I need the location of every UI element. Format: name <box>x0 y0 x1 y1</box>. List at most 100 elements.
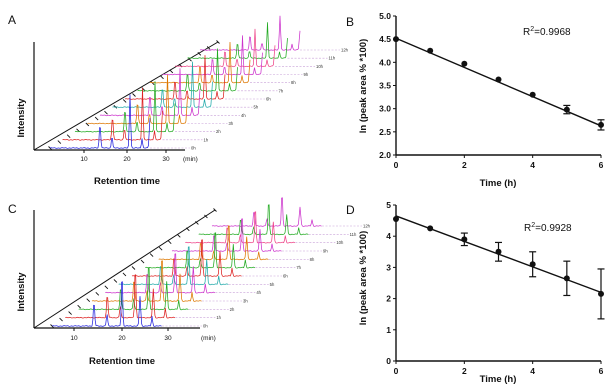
depth-tick <box>95 291 100 296</box>
panel-c-xlabel: Retention time <box>89 356 155 367</box>
chromatogram-trace <box>158 225 269 261</box>
panel-d: D ln (peak area % *100) 0 1 2 3 4 5 0 2 4 6 R2=0… <box>346 200 605 385</box>
depth-tick <box>85 122 90 127</box>
chromatogram-trace <box>99 68 201 117</box>
depth-tick <box>86 298 91 303</box>
depth-tick <box>68 311 72 315</box>
series-label: 0h <box>191 146 196 151</box>
data-point <box>393 36 399 43</box>
chromatogram-trace <box>112 61 213 108</box>
depth-tick <box>158 246 163 251</box>
chromatogram-trace <box>198 204 309 236</box>
panel-a-x-unit: (min) <box>183 156 198 163</box>
x-tick-label: 6 <box>599 366 604 376</box>
series-label: 8h <box>291 80 296 85</box>
depth-tick <box>104 110 108 115</box>
depth-tick <box>57 140 62 144</box>
panel-b-xlabel: Time (h) <box>480 178 517 189</box>
y-tick-label: 5 <box>386 200 391 210</box>
series-label: 4h <box>241 113 246 118</box>
panel-c-xtick-label-30: 30 <box>164 335 172 342</box>
panel-a: A Intensity 12h 11h 10h 9h 8h 7h 6h 5h 4h 3h 2h 1h 0… <box>8 13 349 187</box>
y-tick-label: 4.5 <box>379 34 391 44</box>
series-label: 5h <box>270 282 275 287</box>
panel-a-chromatograms <box>49 15 340 149</box>
depth-tick <box>204 214 208 219</box>
series-label: 11h <box>329 56 336 61</box>
data-point <box>495 248 502 255</box>
x-tick-label: 2 <box>462 366 467 376</box>
depth-tick <box>113 104 118 109</box>
chromatogram-trace <box>78 267 189 311</box>
series-label: 1h <box>216 315 221 320</box>
panel-b: B ln (peak area % *100) 2.0 2.5 3.0 3.5 4.0 4… <box>346 11 605 189</box>
series-label: 3h <box>229 121 234 126</box>
panel-b-letter: B <box>346 15 354 29</box>
y-tick-label: 2.5 <box>379 127 391 137</box>
series-label: 1h <box>204 137 209 142</box>
depth-tick <box>213 208 217 212</box>
panel-c-x-unit: (min) <box>201 335 216 342</box>
series-label: 9h <box>323 249 328 254</box>
series-label: 6h <box>283 274 288 279</box>
chromatogram-trace <box>171 218 282 252</box>
series-label: 6h <box>266 97 271 102</box>
chromatogram-trace <box>211 197 322 227</box>
series-label: 8h <box>310 257 315 262</box>
y-tick-label: 5.0 <box>379 11 391 21</box>
series-label: 9h <box>304 72 309 77</box>
depth-tick <box>131 266 136 270</box>
y-tick-label: 0 <box>386 356 391 366</box>
chromatogram-trace <box>51 281 162 327</box>
panel-c-depth-axis <box>33 209 216 329</box>
depth-tick <box>122 272 127 277</box>
y-tick-label: 3.5 <box>379 81 391 91</box>
chromatogram-trace <box>199 15 301 51</box>
series-label: 10h <box>316 64 324 69</box>
y-tick-label: 1 <box>386 325 391 335</box>
panel-d-letter: D <box>346 203 355 217</box>
chromatogram-trace <box>91 260 202 302</box>
depth-tick <box>195 221 199 225</box>
chromatogram-trace <box>118 246 229 286</box>
data-point <box>563 106 570 113</box>
x-tick-label: 6 <box>599 160 604 170</box>
depth-tick <box>104 285 109 290</box>
data-point <box>393 216 399 223</box>
depth-tick <box>132 93 136 97</box>
y-tick-label: 2.0 <box>379 150 391 160</box>
panel-b-r2: R2=0.9968 <box>523 26 571 38</box>
depth-tick <box>66 134 71 139</box>
panel-c-chromatograms <box>51 197 362 327</box>
series-label: 5h <box>254 105 259 110</box>
depth-tick <box>206 46 211 50</box>
data-point <box>427 47 434 54</box>
panel-c: C Intensity 12h 11h 10h 9h 8h 7h 6h 5h 4h 3h 2h 1h 0… <box>8 197 371 367</box>
panel-a-ylabel: Intensity <box>16 98 27 138</box>
data-point <box>563 275 570 282</box>
chromatogram-trace <box>49 94 151 149</box>
data-point <box>495 76 502 83</box>
panel-d-x-ticks: 0 2 4 6 <box>394 361 604 376</box>
panel-a-xtick-label-20: 20 <box>123 156 131 163</box>
data-point <box>461 236 468 243</box>
x-tick-label: 4 <box>530 366 535 376</box>
depth-tick <box>140 259 145 264</box>
panel-c-xtick-label-20: 20 <box>118 335 126 342</box>
depth-tick <box>186 227 190 232</box>
panel-b-y-ticks: 2.0 2.5 3.0 3.5 4.0 4.5 5.0 <box>379 11 396 160</box>
series-label: 2h <box>216 129 221 134</box>
series-label: 11h <box>350 232 357 237</box>
depth-tick <box>59 317 63 322</box>
x-tick-label: 2 <box>462 160 467 170</box>
series-label: 4h <box>256 290 261 295</box>
series-label: 3h <box>243 299 248 304</box>
y-tick-label: 4.0 <box>379 57 391 67</box>
chromatogram-trace <box>87 74 188 125</box>
chromatogram-trace <box>185 211 296 244</box>
data-point <box>529 91 536 98</box>
panel-b-ylabel: ln (peak area % *100) <box>358 39 369 134</box>
depth-tick <box>188 57 192 62</box>
y-tick-label: 2 <box>386 294 391 304</box>
